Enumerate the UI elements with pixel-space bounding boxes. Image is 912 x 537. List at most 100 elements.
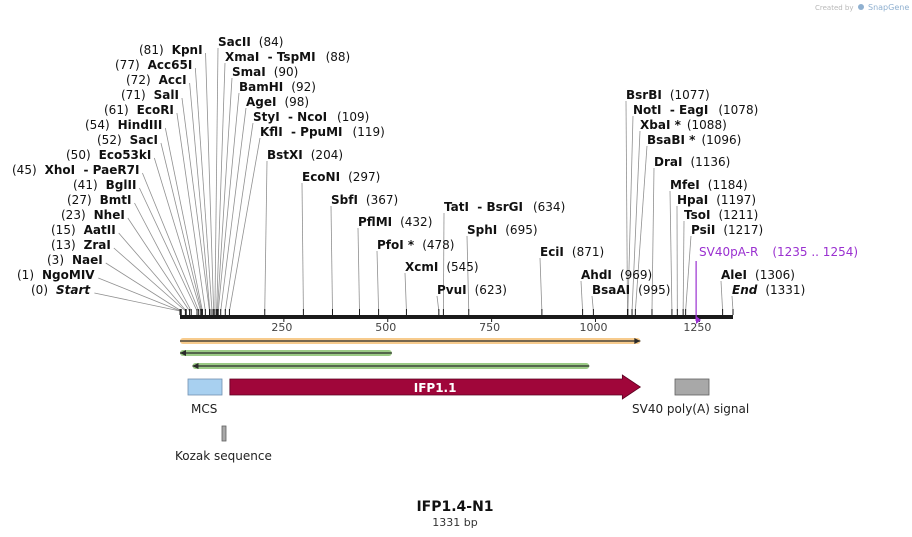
svg-text:PvuI(623): PvuI (623) (437, 283, 507, 297)
site-connector (627, 115, 634, 312)
mcs-feature[interactable] (187, 378, 223, 396)
site-connector (669, 190, 673, 312)
site-sphi[interactable]: SphI (695) (467, 223, 538, 237)
site-connector (214, 47, 219, 312)
site-agei[interactable]: AgeI (98) (246, 95, 309, 109)
site-eco53ki[interactable]: (50) Eco53kI (66, 148, 151, 162)
site-kfli-ppumi[interactable]: KflI - PpuMI (119) (260, 125, 385, 139)
site-bstxi[interactable]: BstXI (204) (267, 148, 343, 162)
svg-text:AgeI(98): AgeI (98) (246, 95, 309, 109)
site-connector (127, 217, 190, 312)
orf-track (180, 338, 641, 369)
axis-tick-label: 1000 (579, 321, 607, 334)
site-bsaai[interactable]: BsaAI (995) (592, 283, 670, 297)
svg-text:XmaI - TspMI(88): XmaI - TspMI (88) (225, 50, 350, 64)
site-kpni[interactable]: (81) KpnI (139, 43, 203, 57)
site-xhoi-paer7i[interactable]: (45) XhoI - PaeR7I (12, 163, 139, 177)
site-sali[interactable]: (71) SalI (121, 88, 179, 102)
primer-sv40pa-r[interactable]: SV40pA-R (1235 .. 1254) (699, 245, 858, 259)
site-bglii[interactable]: (41) BglII (73, 178, 136, 192)
site-xbai[interactable]: XbaI * (1088) (640, 118, 727, 132)
kozak-feature[interactable] (221, 425, 227, 442)
site-connector (682, 220, 685, 312)
site-connector (113, 247, 186, 312)
site-tsoi[interactable]: TsoI (1211) (684, 208, 758, 222)
site-xmai-tspmi[interactable]: XmaI - TspMI (88) (225, 50, 350, 64)
site-tati-bsrgi[interactable]: TatI - BsrGI (634) (444, 200, 565, 214)
site-sacii[interactable]: SacII (84) (218, 35, 283, 49)
feature-label-kozak: Kozak sequence (175, 449, 272, 463)
site-hindiii[interactable]: (54) HindIII (85, 118, 162, 132)
site-sbfi[interactable]: SbfI (367) (331, 193, 398, 207)
site-drai[interactable]: DraI (1136) (654, 155, 730, 169)
ifp-feature[interactable] (229, 374, 642, 400)
svg-text:BsrBI(1077): BsrBI (1077) (626, 88, 710, 102)
site-ecii[interactable]: EciI (871) (540, 245, 604, 259)
site-zrai[interactable]: (13) ZraI (51, 238, 111, 252)
svg-text:HpaI(1197): HpaI (1197) (677, 193, 756, 207)
site-end[interactable]: End (1331) (732, 283, 805, 297)
site-connector (631, 130, 641, 312)
site-bmti[interactable]: (27) BmtI (67, 193, 132, 207)
svg-text:XcmI(545): XcmI (545) (405, 260, 479, 274)
site-noti-eagi[interactable]: NotI - EagI (1078) (633, 103, 758, 117)
site-styi-ncoi[interactable]: StyI - NcoI (109) (253, 110, 369, 124)
svg-text:(23)NheI: (23) NheI (61, 208, 125, 222)
site-connector (539, 257, 543, 312)
site-xcmi[interactable]: XcmI (545) (405, 260, 479, 274)
site-connector (580, 280, 583, 312)
site-connector (229, 137, 261, 312)
site-connector (591, 295, 594, 312)
site-acci[interactable]: (72) AccI (126, 73, 187, 87)
site-smai[interactable]: SmaI (90) (232, 65, 298, 79)
site-connector (181, 97, 210, 312)
svg-text:EciI(871): EciI (871) (540, 245, 604, 259)
sequence-title: IFP1.4-N1 (416, 499, 493, 515)
orf-arrow-left (192, 363, 199, 369)
site-bsrbi[interactable]: BsrBI (1077) (626, 88, 710, 102)
site-pvui[interactable]: PvuI (623) (437, 283, 507, 297)
backbone: 250 500 750 1000 1250 (179, 309, 734, 334)
site-nhei[interactable]: (23) NheI (61, 208, 125, 222)
site-econi[interactable]: EcoNI (297) (302, 170, 380, 184)
site-mfei[interactable]: MfeI (1184) (670, 178, 748, 192)
site-psii[interactable]: PsiI (1217) (691, 223, 763, 237)
svg-text:(72)AccI: (72) AccI (126, 73, 187, 87)
site-ecori[interactable]: (61) EcoRI (104, 103, 174, 117)
site-bamhi[interactable]: BamHI (92) (239, 80, 316, 94)
site-alei[interactable]: AleI (1306) (721, 268, 795, 282)
svg-text:(0)Start: (0) Start (31, 283, 91, 297)
site-pfoi[interactable]: PfoI * (478) (377, 238, 454, 252)
site-saci[interactable]: (52) SacI (97, 133, 158, 147)
site-connector (357, 227, 360, 312)
site-bsabi[interactable]: BsaBI * (1096) (647, 133, 741, 147)
feature-label-polya: SV40 poly(A) signal (632, 402, 749, 416)
site-acc65i[interactable]: (77) Acc65I (115, 58, 192, 72)
site-naei[interactable]: (3) NaeI (47, 253, 103, 267)
site-connector (651, 167, 655, 312)
site-connector (94, 292, 181, 312)
axis-tick-label: 500 (375, 321, 396, 334)
orf-arrow-right (634, 338, 641, 344)
svg-text:(1)NgoMIV: (1) NgoMIV (17, 268, 95, 282)
svg-text:SmaI(90): SmaI (90) (232, 65, 298, 79)
svg-text:(15)AatII: (15) AatII (51, 223, 116, 237)
svg-text:(50)Eco53kI: (50) Eco53kI (66, 148, 151, 162)
watermark-brand: SnapGene (868, 3, 909, 12)
site-aatii[interactable]: (15) AatII (51, 223, 116, 237)
watermark-created-by: Created by (815, 4, 854, 12)
site-connector (634, 145, 648, 312)
site-connector (220, 107, 247, 312)
polya-feature[interactable] (674, 378, 710, 396)
svg-text:(52)SacI: (52) SacI (97, 133, 158, 147)
svg-text:TsoI(1211): TsoI (1211) (684, 208, 758, 222)
site-ngomiv[interactable]: (1) NgoMIV (17, 268, 95, 282)
site-hpai[interactable]: HpaI (1197) (677, 193, 756, 207)
axis-ticks: 250 500 750 1000 1250 (271, 315, 711, 334)
site-connector (139, 187, 198, 312)
site-ahdi[interactable]: AhdI (969) (581, 268, 652, 282)
svg-text:BsaBI *(1096): BsaBI * (1096) (647, 133, 741, 147)
site-pflmi[interactable]: PflMI (432) (358, 215, 432, 229)
site-connector (720, 280, 724, 312)
site-start[interactable]: (0) Start (31, 283, 91, 297)
